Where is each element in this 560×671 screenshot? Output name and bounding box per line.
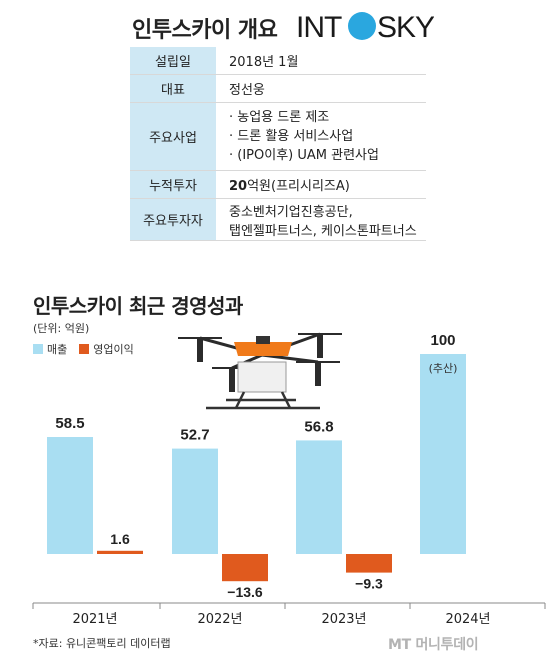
x-tick-label: 2021년 (72, 612, 117, 627)
legend-label-revenue: 매출 (47, 343, 68, 356)
overview-title: 인투스카이 개요 (132, 18, 278, 43)
table-row: 대표 정선웅 (130, 74, 426, 103)
investor-line: 중소벤처기업진흥공단, (229, 204, 353, 220)
revenue-label: 58.5 (55, 415, 84, 432)
intosky-logo: INT SKY (296, 11, 434, 44)
drone-illustration (178, 332, 342, 410)
source-note: *자료: 유니콘팩토리 데이터랩 (33, 637, 171, 650)
row-value: 20억원(프리시리즈A) (216, 170, 426, 199)
revenue-bar (172, 448, 218, 554)
legend-label-operating-profit: 영업이익 (93, 343, 134, 356)
row-label: 주요사업 (130, 102, 217, 171)
row-label: 대표 (130, 74, 217, 103)
investment-amount: 20 (229, 179, 248, 194)
svg-text:INT: INT (296, 11, 342, 44)
overview-table: 설립일 2018년 1월 대표 정선웅 주요사업 · 농업용 드론 제조 · 드… (130, 47, 426, 241)
estimate-annotation: (추산) (429, 362, 458, 375)
row-value: 중소벤처기업진흥공단, 탭엔젤파트너스, 케이스톤파트너스 (216, 198, 426, 241)
revenue-bar (47, 437, 93, 554)
svg-text:SKY: SKY (377, 11, 434, 44)
row-label: 주요투자자 (130, 198, 217, 241)
business-list: · 농업용 드론 제조 · 드론 활용 서비스사업 · (IPO이후) UAM … (229, 108, 426, 165)
row-value: · 농업용 드론 제조 · 드론 활용 서비스사업 · (IPO이후) UAM … (216, 102, 426, 171)
investor-line: 탭엔젤파트너스, 케이스톤파트너스 (229, 223, 417, 239)
revenue-bar (420, 354, 466, 554)
investment-detail: 억원(프리시리즈A) (247, 179, 350, 194)
row-label: 설립일 (130, 47, 217, 75)
revenue-bar (296, 440, 342, 554)
revenue-label: 52.7 (180, 427, 209, 444)
legend: 매출 영업이익 (33, 341, 146, 357)
chart-title: 인투스카이 최근 경영성과 (33, 294, 243, 318)
legend-item-revenue: 매출 (33, 341, 67, 357)
row-value: 2018년 1월 (216, 47, 426, 75)
legend-item-operating-profit: 영업이익 (79, 341, 134, 357)
row-label: 누적투자 (130, 170, 217, 199)
operating-profit-label: 1.6 (110, 531, 130, 547)
watermark: MT 머니투데이 (388, 637, 479, 653)
operating-profit-bar (222, 554, 268, 582)
operating-profit-bar (346, 554, 392, 573)
legend-swatch-operating-profit (79, 344, 90, 354)
operating-profit-label: −13.6 (227, 584, 263, 600)
x-tick-label: 2023년 (321, 612, 366, 627)
list-item: · (IPO이후) UAM 관련사업 (229, 148, 379, 163)
list-item: · 드론 활용 서비스사업 (229, 129, 354, 144)
legend-swatch-revenue (33, 344, 43, 354)
table-row: 주요사업 · 농업용 드론 제조 · 드론 활용 서비스사업 · (IPO이후)… (130, 102, 426, 171)
row-value: 정선웅 (216, 74, 426, 103)
table-row: 누적투자 20억원(프리시리즈A) (130, 170, 426, 199)
list-item: · 농업용 드론 제조 (229, 110, 330, 125)
x-tick-label: 2022년 (197, 612, 242, 627)
table-row: 주요투자자 중소벤처기업진흥공단, 탭엔젤파트너스, 케이스톤파트너스 (130, 198, 426, 241)
unit-label: (단위: 억원) (33, 322, 90, 335)
x-tick-label: 2024년 (445, 612, 490, 627)
revenue-label: 56.8 (304, 418, 333, 435)
operating-profit-label: −9.3 (355, 576, 383, 592)
table-row: 설립일 2018년 1월 (130, 47, 426, 75)
revenue-label: 100 (430, 332, 455, 349)
operating-profit-bar (97, 550, 143, 554)
